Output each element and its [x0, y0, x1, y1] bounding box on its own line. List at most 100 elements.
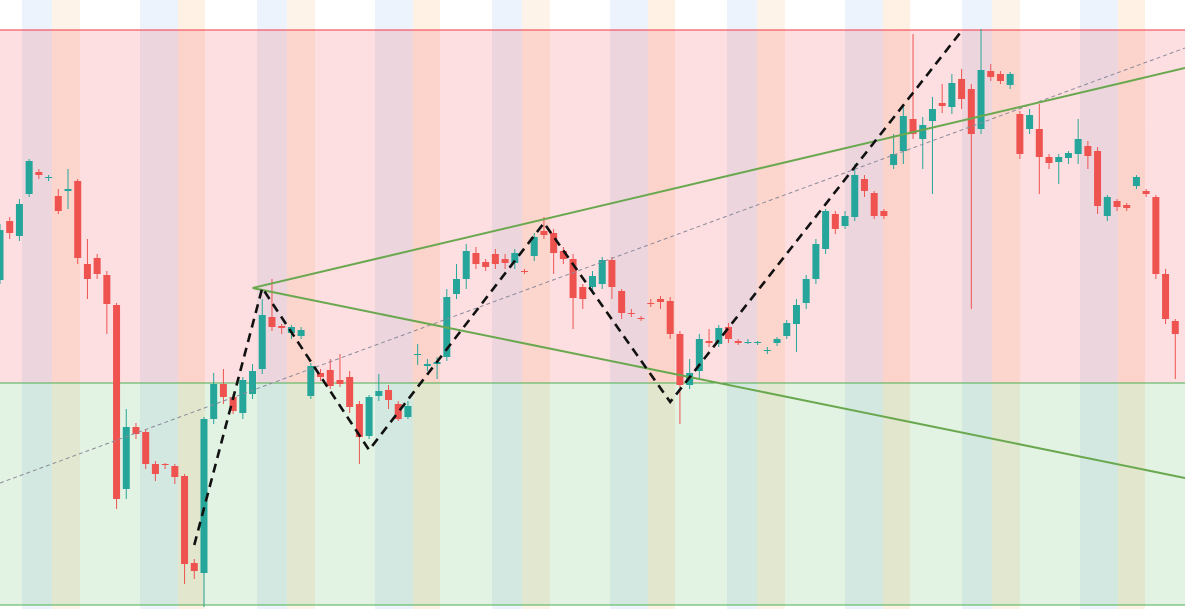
- candle-body: [666, 301, 674, 334]
- candle-body: [705, 341, 713, 343]
- candle-body: [618, 291, 626, 313]
- candle-body: [355, 404, 363, 437]
- trend-line: [0, 47, 1185, 484]
- candle-body: [1045, 157, 1053, 163]
- candle-body: [0, 230, 4, 280]
- candle-body: [482, 262, 490, 267]
- candle-body: [967, 89, 975, 134]
- candle-body: [521, 271, 529, 272]
- candle-body: [996, 74, 1004, 81]
- candle-body: [812, 244, 820, 279]
- candle-body: [1123, 205, 1131, 208]
- candle-body: [715, 328, 723, 344]
- candle-body: [404, 406, 412, 417]
- candle-body: [190, 563, 198, 571]
- candle-body: [365, 397, 373, 436]
- candle-body: [841, 216, 849, 226]
- candle-body: [1103, 197, 1111, 216]
- candle-body: [919, 125, 927, 139]
- candle-body: [6, 221, 14, 233]
- candle-body: [1113, 201, 1121, 207]
- candle-body: [870, 193, 878, 216]
- candle-body: [783, 323, 791, 336]
- candle-body: [802, 279, 810, 303]
- candle-body: [1162, 274, 1170, 319]
- candle-body: [1152, 197, 1160, 274]
- candle-body: [229, 397, 237, 411]
- candle-body: [1142, 191, 1150, 194]
- candle-body: [1094, 151, 1102, 206]
- candle-body: [695, 339, 703, 371]
- trend-line: [252, 287, 1185, 479]
- candle-body: [491, 254, 499, 264]
- candle-body: [307, 366, 315, 396]
- candle-body: [890, 154, 898, 165]
- candle-body: [103, 275, 111, 304]
- candle-body: [627, 313, 635, 314]
- candle-body: [754, 342, 762, 343]
- candle-body: [656, 299, 664, 302]
- candle-body: [219, 384, 227, 397]
- candle-body: [773, 339, 781, 343]
- candle-body: [375, 391, 383, 396]
- candle-body: [35, 172, 43, 175]
- candle-body: [1064, 153, 1072, 158]
- candle-body: [171, 466, 179, 477]
- candle-body: [860, 179, 868, 191]
- candle-body: [530, 237, 538, 256]
- candle-body: [569, 259, 577, 298]
- candle-body: [15, 204, 23, 236]
- candle-body: [792, 305, 800, 324]
- candle-body: [987, 71, 995, 77]
- candle-body: [647, 303, 655, 304]
- candle-body: [559, 251, 567, 259]
- candle-body: [1132, 177, 1140, 186]
- candle-body: [598, 260, 606, 284]
- candle-body: [928, 109, 936, 121]
- candle-body: [142, 432, 150, 464]
- candle-body: [880, 211, 888, 216]
- candle-body: [501, 259, 509, 263]
- candle-body: [1171, 321, 1179, 334]
- candle-body: [25, 161, 33, 194]
- zone: [0, 383, 1185, 605]
- candle-body: [93, 258, 101, 274]
- trend-line: [193, 30, 963, 546]
- candle-body: [676, 334, 684, 385]
- candle-body: [1016, 114, 1024, 154]
- candle-body: [608, 260, 616, 287]
- candle-body: [1026, 115, 1034, 129]
- candle-body: [462, 251, 470, 279]
- candle-body: [64, 189, 72, 191]
- candle-body: [734, 341, 742, 343]
- candle-body: [1084, 146, 1092, 156]
- candle-body: [472, 253, 480, 264]
- candle-body: [258, 315, 266, 369]
- candle-body: [1006, 74, 1014, 85]
- zone: [0, 30, 1185, 383]
- candle-body: [74, 181, 82, 258]
- candle-body: [938, 103, 946, 106]
- candle-body: [268, 317, 276, 327]
- candle-body: [637, 318, 645, 319]
- candle-body: [200, 419, 208, 573]
- candle-body: [579, 287, 587, 299]
- candle-body: [317, 373, 325, 377]
- candle-body: [589, 276, 596, 287]
- candle-body: [83, 264, 91, 279]
- candle-body: [724, 327, 732, 339]
- candle-body: [385, 390, 393, 400]
- candle-body: [113, 305, 121, 499]
- candle-body: [550, 233, 558, 253]
- candle-body: [181, 476, 189, 564]
- candle-body: [511, 253, 519, 263]
- candle-body: [763, 350, 771, 351]
- candle-body: [540, 231, 548, 235]
- candle-body: [122, 427, 130, 489]
- candle-body: [909, 119, 917, 134]
- candle-body: [1074, 139, 1082, 154]
- candle-body: [831, 214, 839, 229]
- candle-body: [297, 330, 305, 336]
